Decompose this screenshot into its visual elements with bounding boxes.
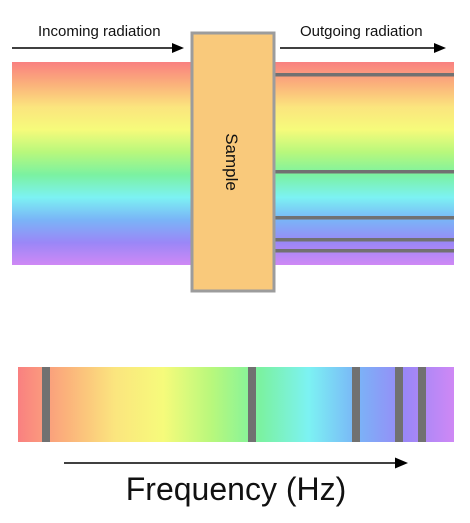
incoming-radiation-band xyxy=(12,62,194,265)
frequency-absorption-line xyxy=(42,367,50,442)
frequency-absorption-lines xyxy=(42,367,426,442)
outgoing-absorption-line xyxy=(274,73,454,77)
incoming-arrow xyxy=(12,43,184,53)
frequency-axis-label: Frequency (Hz) xyxy=(126,471,347,507)
frequency-absorption-line xyxy=(395,367,403,442)
outgoing-absorption-line xyxy=(274,249,454,253)
outgoing-absorption-line xyxy=(274,216,454,220)
frequency-spectrum-bar xyxy=(18,367,454,442)
outgoing-arrow xyxy=(280,43,446,53)
incoming-radiation-label: Incoming radiation xyxy=(38,23,161,40)
outgoing-radiation-band xyxy=(274,62,454,265)
frequency-arrow xyxy=(64,457,408,469)
frequency-absorption-line xyxy=(248,367,256,442)
sample-block xyxy=(190,31,276,293)
sample-label: Sample xyxy=(222,133,241,191)
outgoing-radiation-label: Outgoing radiation xyxy=(300,23,423,40)
frequency-absorption-line xyxy=(352,367,360,442)
outgoing-absorption-line xyxy=(274,238,454,242)
outgoing-absorption-line xyxy=(274,170,454,174)
frequency-absorption-line xyxy=(418,367,426,442)
outgoing-absorption-lines xyxy=(274,73,454,253)
